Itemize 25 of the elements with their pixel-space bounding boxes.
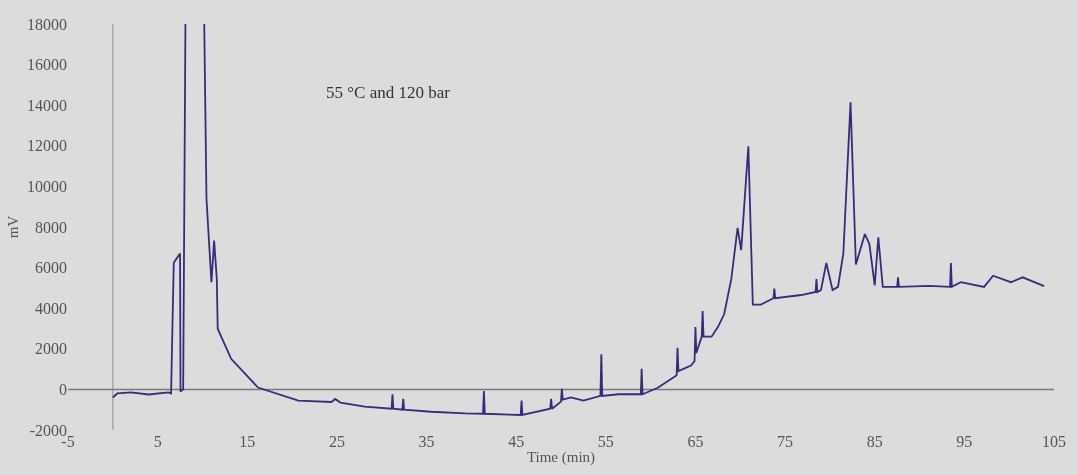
y-tick-label: 4000 bbox=[35, 299, 67, 317]
x-tick-label: 105 bbox=[1042, 433, 1066, 450]
annotation: 55 °C and 120 bar bbox=[326, 83, 451, 102]
y-tick-label: 18000 bbox=[27, 15, 67, 33]
x-tick-label: 45 bbox=[508, 433, 525, 450]
y-tick-label: 14000 bbox=[27, 96, 67, 114]
y-tick-label: 6000 bbox=[35, 259, 67, 277]
x-tick-label: 5 bbox=[153, 433, 162, 450]
x-tick-label: 55 bbox=[597, 433, 614, 450]
y-tick-label: 16000 bbox=[27, 56, 67, 74]
y-tick-label: 10000 bbox=[27, 178, 67, 195]
x-tick-label: 75 bbox=[777, 433, 794, 450]
y-tick-label: 0 bbox=[59, 381, 67, 398]
y-tick-label: -2000 bbox=[29, 421, 67, 439]
x-tick-label: 15 bbox=[239, 433, 256, 450]
x-axis-title: Time (min) bbox=[526, 449, 596, 466]
x-tick-label: 95 bbox=[956, 433, 973, 450]
y-tick-label: 8000 bbox=[35, 218, 67, 236]
y-tick-label: 2000 bbox=[35, 340, 67, 358]
x-tick-label: 85 bbox=[866, 433, 883, 450]
y-axis-title: mV bbox=[5, 215, 22, 239]
x-tick-label: 25 bbox=[328, 433, 345, 450]
x-tick-label: 35 bbox=[418, 433, 435, 450]
y-tick-label: 12000 bbox=[27, 137, 67, 155]
x-tick-label: 65 bbox=[687, 433, 704, 450]
